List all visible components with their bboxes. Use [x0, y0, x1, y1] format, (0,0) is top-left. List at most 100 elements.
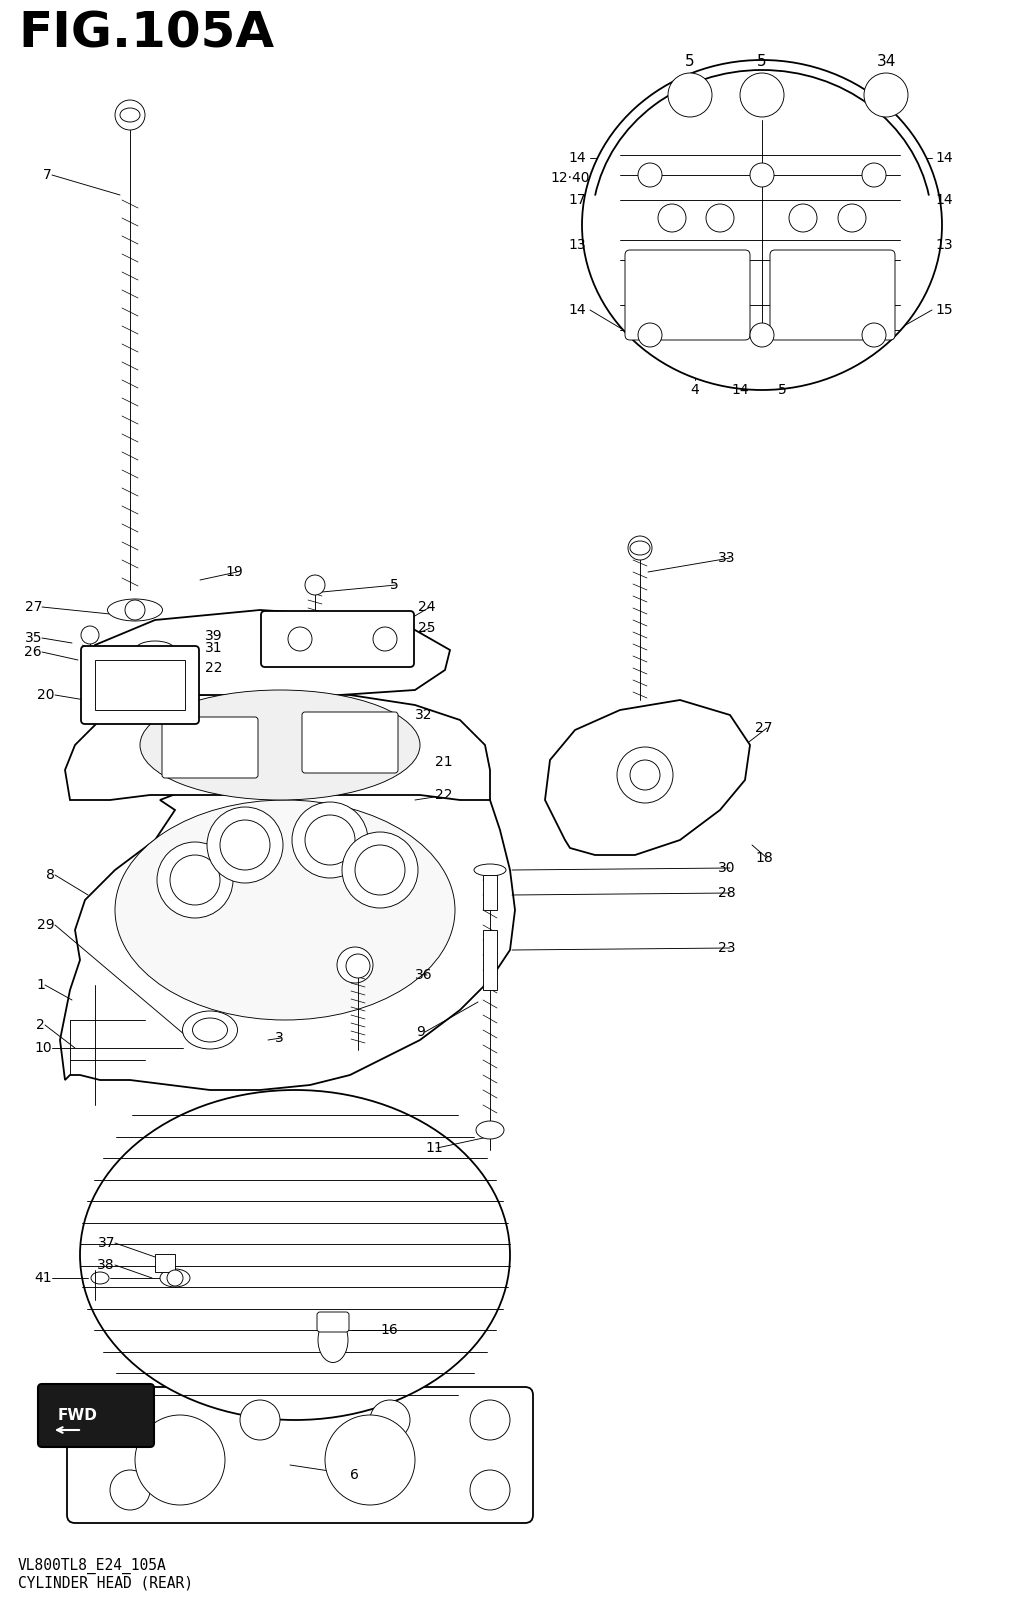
Circle shape	[740, 74, 784, 117]
Circle shape	[342, 832, 418, 909]
Text: 7: 7	[43, 168, 52, 182]
Text: 26: 26	[25, 645, 42, 659]
Text: 15: 15	[935, 302, 953, 317]
Circle shape	[862, 163, 886, 187]
Ellipse shape	[135, 656, 175, 674]
Text: 27: 27	[25, 600, 42, 614]
Ellipse shape	[135, 642, 175, 659]
FancyBboxPatch shape	[301, 712, 398, 773]
FancyBboxPatch shape	[38, 1384, 154, 1446]
Circle shape	[81, 626, 99, 643]
Text: 41: 41	[35, 1270, 52, 1285]
Circle shape	[125, 600, 145, 619]
Polygon shape	[545, 701, 750, 854]
Text: 3: 3	[275, 1030, 284, 1045]
Text: 1: 1	[36, 978, 45, 992]
Circle shape	[864, 74, 908, 117]
Text: 6: 6	[350, 1469, 359, 1482]
Ellipse shape	[582, 59, 942, 390]
Text: 14: 14	[935, 150, 953, 165]
Text: 31: 31	[205, 642, 223, 654]
Text: 12·40: 12·40	[551, 171, 590, 186]
Text: 32: 32	[415, 707, 432, 722]
Ellipse shape	[474, 864, 506, 877]
Text: 14: 14	[568, 302, 586, 317]
Text: 16: 16	[380, 1323, 398, 1338]
Circle shape	[157, 842, 233, 918]
FancyBboxPatch shape	[162, 717, 258, 778]
Ellipse shape	[476, 1122, 504, 1139]
Polygon shape	[90, 610, 450, 701]
Circle shape	[355, 845, 405, 894]
Circle shape	[135, 1414, 225, 1506]
FancyBboxPatch shape	[770, 250, 895, 341]
Text: 19: 19	[225, 565, 243, 579]
Text: 5: 5	[390, 578, 399, 592]
Bar	[483, 875, 497, 910]
Circle shape	[170, 854, 220, 906]
Text: 14: 14	[731, 382, 749, 397]
FancyBboxPatch shape	[261, 611, 414, 667]
Text: 25: 25	[418, 621, 435, 635]
Text: 23: 23	[718, 941, 736, 955]
Circle shape	[305, 814, 355, 866]
Text: 13: 13	[568, 238, 586, 251]
Ellipse shape	[91, 1272, 109, 1283]
Ellipse shape	[630, 541, 650, 555]
Text: 29: 29	[38, 918, 55, 931]
Circle shape	[207, 806, 283, 883]
Circle shape	[346, 954, 370, 978]
Bar	[155, 1254, 175, 1272]
Ellipse shape	[160, 1269, 190, 1286]
Circle shape	[370, 1400, 410, 1440]
Text: 11: 11	[425, 1141, 443, 1155]
Text: 21: 21	[435, 755, 453, 770]
Text: 17: 17	[568, 194, 586, 206]
Text: 5: 5	[778, 382, 786, 397]
Circle shape	[167, 1270, 183, 1286]
Text: 14: 14	[935, 194, 953, 206]
Circle shape	[617, 747, 673, 803]
Circle shape	[470, 1400, 510, 1440]
Circle shape	[220, 819, 270, 870]
Text: 22: 22	[435, 787, 453, 802]
Circle shape	[288, 627, 312, 651]
FancyBboxPatch shape	[67, 1387, 533, 1523]
Text: 13: 13	[935, 238, 953, 251]
Ellipse shape	[107, 598, 162, 621]
Circle shape	[789, 203, 817, 232]
Circle shape	[638, 163, 662, 187]
Text: 20: 20	[38, 688, 55, 702]
Circle shape	[668, 74, 712, 117]
Circle shape	[628, 536, 652, 560]
Ellipse shape	[120, 109, 140, 122]
Text: 33: 33	[718, 550, 736, 565]
Circle shape	[638, 323, 662, 347]
Text: 5: 5	[757, 54, 766, 69]
Text: 36: 36	[415, 968, 432, 982]
Text: 14: 14	[568, 150, 586, 165]
Ellipse shape	[115, 800, 455, 1021]
FancyBboxPatch shape	[317, 1312, 349, 1331]
Text: 8: 8	[46, 867, 55, 882]
Circle shape	[305, 574, 325, 595]
FancyBboxPatch shape	[625, 250, 750, 341]
Text: 28: 28	[718, 886, 736, 899]
Text: CYLINDER HEAD (REAR): CYLINDER HEAD (REAR)	[18, 1574, 193, 1590]
Text: 37: 37	[97, 1235, 115, 1250]
Circle shape	[750, 323, 774, 347]
Text: VL800TL8_E24_105A: VL800TL8_E24_105A	[18, 1558, 167, 1574]
Text: 10: 10	[35, 1042, 52, 1054]
Text: 18: 18	[755, 851, 773, 866]
Ellipse shape	[318, 1317, 349, 1363]
Text: 22: 22	[205, 661, 223, 675]
Bar	[95, 659, 185, 710]
Text: 30: 30	[718, 861, 736, 875]
Circle shape	[470, 1470, 510, 1510]
Circle shape	[373, 627, 397, 651]
FancyBboxPatch shape	[81, 646, 199, 723]
Text: 2: 2	[36, 1018, 45, 1032]
Circle shape	[862, 323, 886, 347]
Circle shape	[110, 1400, 150, 1440]
Polygon shape	[60, 750, 515, 1090]
